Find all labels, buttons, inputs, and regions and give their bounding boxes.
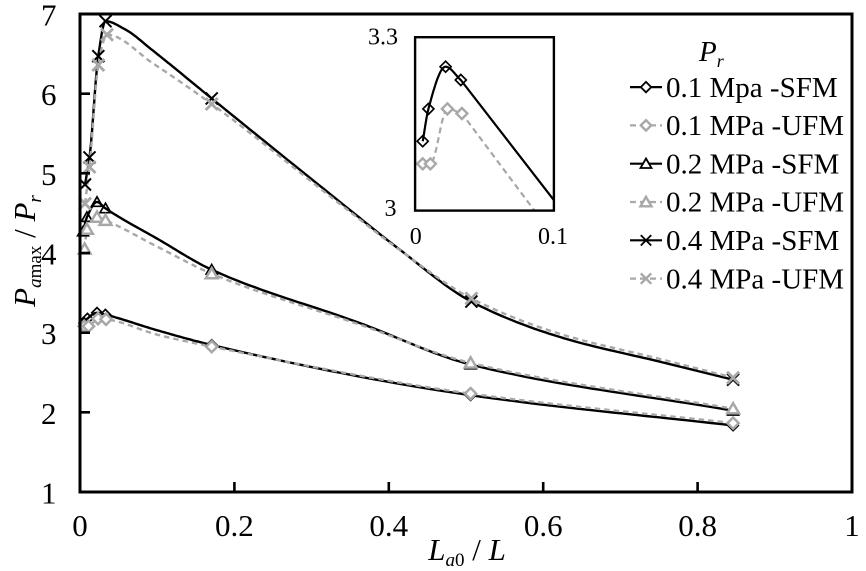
svg-text:0.4 MPa -UFM: 0.4 MPa -UFM xyxy=(666,263,844,295)
svg-text:0.2: 0.2 xyxy=(215,508,254,543)
svg-text:3.3: 3.3 xyxy=(368,25,398,51)
svg-text:0.4 MPa -SFM: 0.4 MPa -SFM xyxy=(666,225,839,257)
svg-text:0.2 MPa -UFM: 0.2 MPa -UFM xyxy=(666,187,844,219)
svg-text:1: 1 xyxy=(41,476,57,511)
svg-text:3: 3 xyxy=(385,196,397,222)
svg-text:1: 1 xyxy=(844,508,860,543)
svg-text:0: 0 xyxy=(410,224,422,250)
svg-text:0.8: 0.8 xyxy=(678,508,717,543)
svg-text:3: 3 xyxy=(41,316,57,351)
svg-text:6: 6 xyxy=(41,77,57,112)
svg-text:2: 2 xyxy=(41,396,57,431)
svg-text:0.1 MPa -UFM: 0.1 MPa -UFM xyxy=(666,110,844,142)
svg-text:0.4: 0.4 xyxy=(369,508,408,543)
svg-text:La0 / L: La0 / L xyxy=(427,532,506,566)
svg-text:0.1 Mpa -SFM: 0.1 Mpa -SFM xyxy=(666,72,838,104)
svg-text:7: 7 xyxy=(41,0,57,33)
svg-text:0.2 MPa -SFM: 0.2 MPa -SFM xyxy=(666,148,839,180)
svg-text:5: 5 xyxy=(41,157,57,192)
svg-text:0.1: 0.1 xyxy=(538,224,568,250)
svg-text:0.6: 0.6 xyxy=(524,508,563,543)
svg-text:4: 4 xyxy=(41,237,57,272)
svg-text:Pamax / Pr: Pamax / Pr xyxy=(7,195,46,308)
svg-text:0: 0 xyxy=(72,508,88,543)
